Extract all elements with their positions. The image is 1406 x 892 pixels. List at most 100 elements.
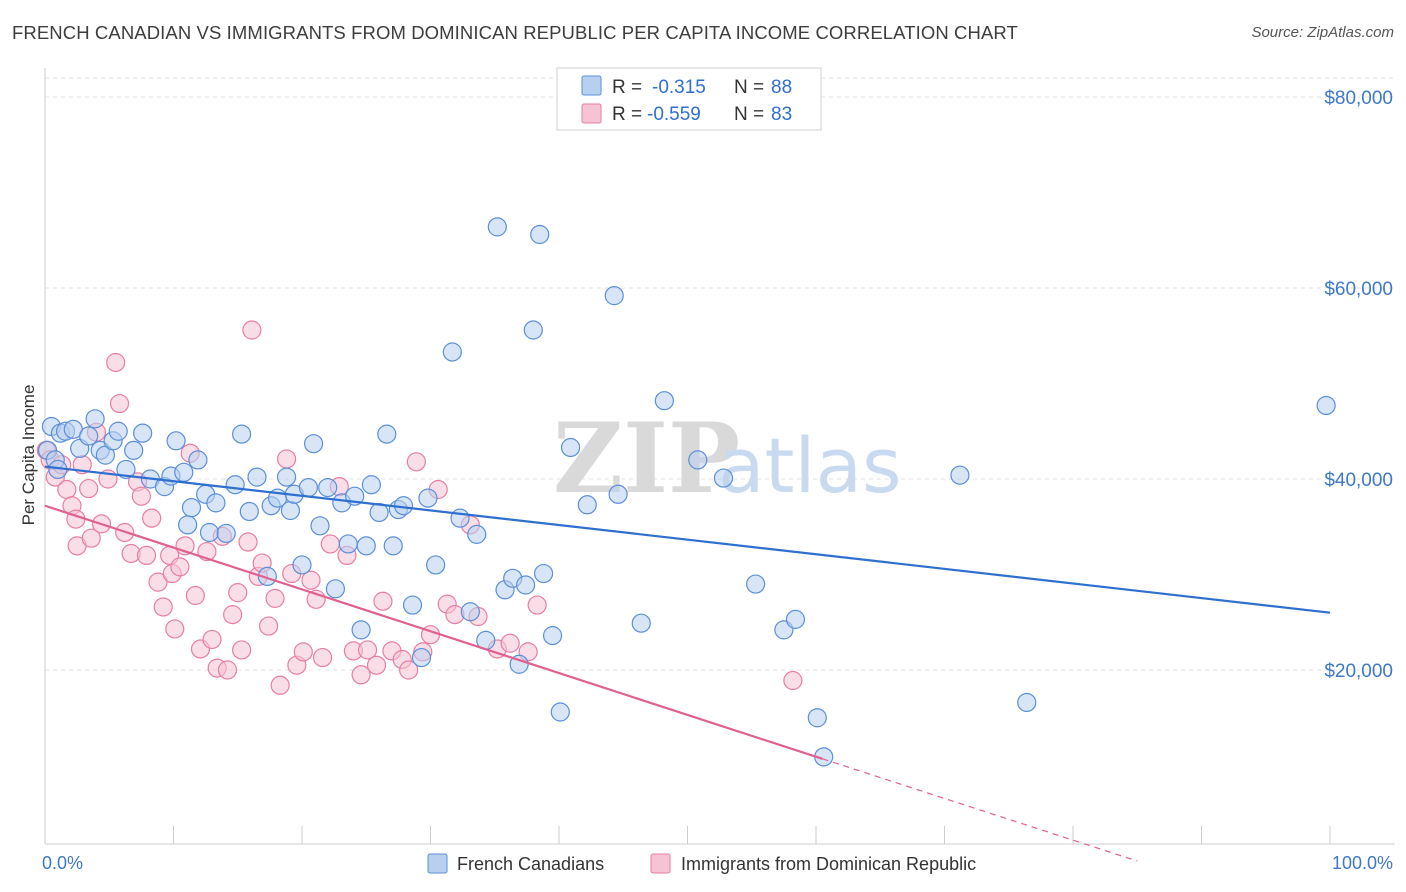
dominican-point-38 (228, 583, 248, 603)
dominican-point-51 (301, 570, 321, 590)
axes (44, 68, 1395, 845)
dominican-point-54 (320, 534, 340, 554)
french-canadian-point-81 (688, 450, 708, 470)
french-canadian-point-85 (785, 609, 806, 629)
legend-n-label-pink: N = (734, 104, 764, 125)
dominican-point-22 (148, 572, 168, 592)
dominican-point-33 (202, 629, 222, 650)
french-canadian-point-46 (338, 534, 358, 554)
french-canadian-point-75 (560, 437, 581, 458)
chart-title: FRENCH CANADIAN VS IMMIGRANTS FROM DOMIN… (12, 22, 1018, 43)
dominican-point-10 (81, 528, 101, 548)
legend-n-label-blue: N = (734, 77, 764, 98)
y-tick-label-3: $80,000 (1324, 88, 1393, 109)
legend-swatch-pink (581, 103, 602, 124)
french-canadian-point-9 (85, 409, 105, 429)
french-canadian-trend-line (44, 465, 1331, 614)
french-canadian-point-61 (450, 508, 470, 528)
dominican-point-50 (293, 642, 313, 662)
french-canadian-point-80 (654, 391, 674, 411)
french-canadian-point-42 (310, 516, 330, 536)
french-canadian-point-51 (369, 502, 389, 523)
french-canadian-point-63 (467, 524, 487, 544)
french-canadian-point-53 (383, 536, 403, 556)
y-tick-label-1: $40,000 (1324, 470, 1393, 491)
dominican-point-46 (270, 675, 290, 695)
dominican-point-9 (79, 478, 99, 499)
dominican-point-76 (527, 595, 547, 615)
french-canadian-point-90 (1316, 395, 1336, 416)
french-canadian-point-13 (108, 421, 128, 441)
french-canadian-point-32 (247, 467, 267, 487)
french-canadian-point-52 (377, 424, 397, 444)
x-tick-label-end: 100.0% (1332, 853, 1393, 873)
french-canadian-point-28 (216, 523, 236, 544)
french-canadian-point-83 (746, 574, 766, 594)
french-canadian-point-70 (523, 320, 543, 340)
series-legend: French Canadians Immigrants from Dominic… (427, 853, 976, 874)
french-canadian-point-48 (351, 620, 371, 640)
bottom-legend-label-pink: Immigrants from Dominican Republic (681, 854, 976, 874)
french-canadian-point-71 (530, 224, 550, 245)
french-canadian-point-24 (188, 450, 208, 470)
dominican-point-60 (366, 655, 387, 675)
y-tick-label-0: $20,000 (1324, 661, 1393, 682)
french-canadian-point-21 (174, 462, 194, 482)
dominican-trend-line-extension (822, 758, 1138, 862)
dominican-point-23 (153, 597, 173, 617)
dominican-point-77 (783, 670, 803, 691)
bottom-legend-swatch-pink (650, 853, 671, 874)
french-canadian-point-89 (1017, 692, 1037, 713)
dominican-point-65 (406, 452, 426, 472)
correlation-legend: R = -0.315 N = 88 R = -0.559 N = 83 (556, 67, 822, 131)
legend-n-value-blue: 88 (771, 77, 792, 98)
french-canadian-point-86 (807, 708, 827, 728)
french-canadian-point-16 (133, 423, 153, 443)
bottom-legend-swatch-blue (427, 853, 448, 874)
dominican-point-59 (357, 640, 378, 660)
french-canadian-point-60 (442, 342, 462, 362)
dominican-point-27 (170, 557, 190, 577)
french-canadian-point-77 (604, 286, 624, 306)
dominican-point-40 (238, 532, 258, 552)
bottom-legend-label-blue: French Canadians (457, 854, 604, 874)
french-canadian-point-8 (79, 426, 99, 446)
french-canadian-point-78 (608, 484, 628, 504)
legend-r-label-blue: R = (612, 77, 642, 98)
french-canadian-point-31 (239, 501, 259, 522)
french-canadian-point-27 (206, 493, 226, 513)
french-canadian-point-72 (533, 563, 554, 584)
dominican-point-30 (185, 585, 205, 606)
french-canadian-point-65 (487, 217, 507, 237)
dominican-point-36 (217, 660, 238, 680)
source-label: Source: ZipAtlas.com (1251, 24, 1394, 41)
legend-r-value-blue: -0.315 (652, 77, 706, 98)
french-canadian-point-50 (361, 475, 381, 495)
dominican-point-37 (223, 605, 243, 625)
dominican-point-61 (373, 591, 393, 611)
french-canadian-point-76 (577, 495, 597, 515)
legend-swatch-blue (581, 75, 602, 96)
french-canadian-point-30 (232, 424, 252, 444)
french-canadian-point-59 (426, 555, 446, 575)
x-tick-label-start: 0.0% (42, 853, 83, 873)
y-tick-label-2: $60,000 (1324, 279, 1393, 300)
y-tick-labels: $20,000 $40,000 $60,000 $80,000 (1324, 88, 1393, 682)
french-canadian-point-58 (418, 488, 438, 508)
dominican-point-14 (106, 352, 126, 373)
dominican-point-47 (276, 449, 297, 469)
dominican-point-39 (232, 640, 252, 660)
dominican-point-74 (500, 633, 520, 653)
y-axis-title: Per Capita Income (19, 385, 38, 526)
french-canadian-point-44 (325, 579, 346, 599)
french-canadian-point-56 (402, 595, 423, 615)
dominican-trend-line (44, 504, 823, 760)
french-canadian-point-62 (460, 602, 480, 622)
french-canadian-point-74 (550, 702, 570, 722)
legend-r-label-pink: R = (612, 104, 642, 125)
french-canadian-point-73 (542, 626, 563, 646)
french-canadian-point-41 (303, 434, 324, 454)
dominican-point-19 (131, 486, 151, 506)
x-tick-labels: 0.0% 100.0% (42, 853, 1393, 873)
